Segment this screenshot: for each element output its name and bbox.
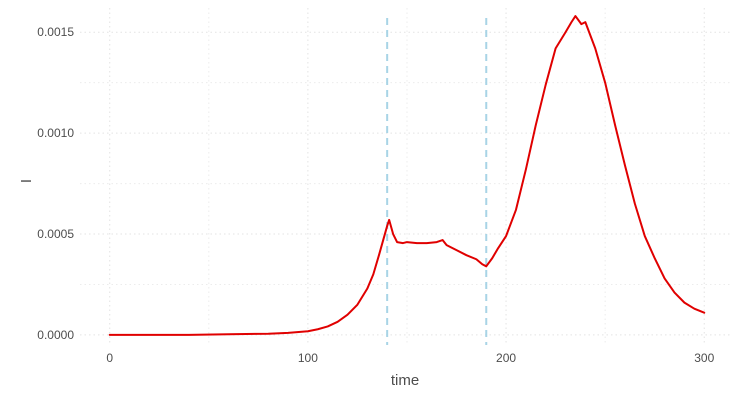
x-tick-label: 200 [496, 351, 516, 365]
y-tick-label: 0.0000 [37, 328, 74, 342]
x-axis-title: time [391, 372, 419, 389]
major-gridlines [80, 8, 730, 345]
x-tick-label: 300 [694, 351, 714, 365]
minor-gridlines [80, 8, 730, 345]
y-tick-label: 0.0005 [37, 227, 74, 241]
y-tick-label: 0.0010 [37, 126, 74, 140]
y-axis-tick-labels: 0.0000 0.0005 0.0010 0.0015 [37, 25, 74, 342]
series-line [108, 15, 706, 336]
vertical-marker-lines [386, 18, 488, 345]
x-axis-tick-labels: 0 100 200 300 [106, 351, 714, 365]
y-axis-title: I [18, 179, 35, 183]
x-tick-label: 100 [298, 351, 318, 365]
x-tick-label: 0 [106, 351, 113, 365]
y-tick-label: 0.0015 [37, 25, 74, 39]
